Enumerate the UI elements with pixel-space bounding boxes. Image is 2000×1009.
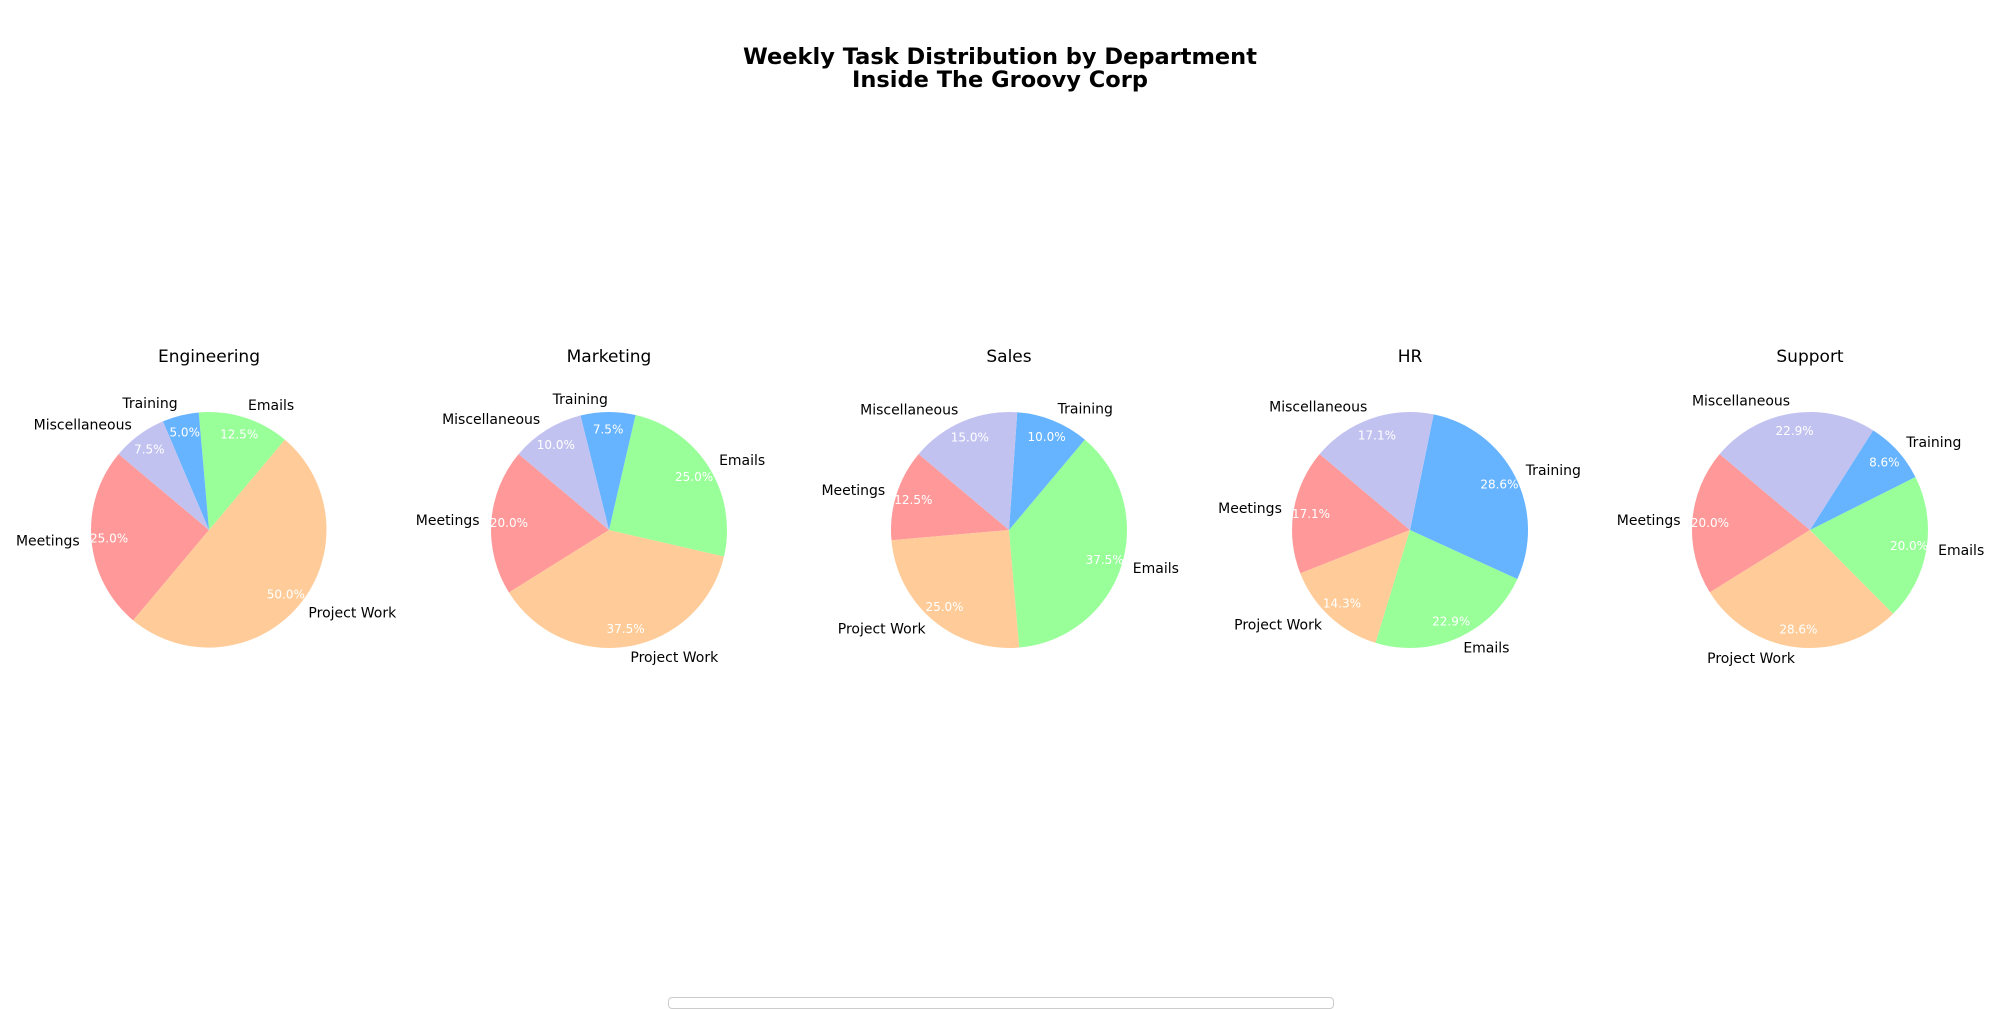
pie-title-support: Support [1776,347,1844,367]
slice-label-engineering-miscellaneous: Miscellaneous [34,418,132,434]
slice-hr-emails [1375,530,1518,649]
slice-pct-sales-training: 10.0% [1028,430,1066,444]
slice-pct-sales-project-work: 25.0% [925,600,963,614]
slice-hr-training [1410,414,1529,579]
slice-pct-marketing-miscellaneous: 10.0% [537,438,575,452]
slice-marketing-emails [609,415,728,557]
slice-label-sales-emails: Emails [1133,561,1179,577]
pie-title-engineering: Engineering [158,347,260,367]
slice-pct-engineering-emails: 12.5% [220,427,258,441]
legend-box [668,997,1334,1009]
slice-sales-miscellaneous [918,412,1018,530]
slice-hr-project-work [1300,530,1410,643]
slice-pct-hr-meetings: 17.1% [1292,507,1330,521]
slice-label-support-emails: Emails [1938,543,1984,559]
slice-label-support-miscellaneous: Miscellaneous [1692,394,1790,410]
slice-label-sales-training: Training [1057,402,1113,418]
pie-hr: HR 17.1% Meetings 14.3%Project Work 22.9% Ema… [1218,347,1581,656]
slice-pct-sales-emails: 37.5% [1086,553,1124,567]
slice-pct-engineering-training: 5.0% [169,426,200,440]
pie-marketing: Marketing 20.0% Meetings 37.5% Project Work 2… [416,347,765,666]
slice-support-miscellaneous [1719,412,1874,530]
slice-label-support-meetings: Meetings [1617,513,1681,529]
slice-pct-support-meetings: 20.0% [1691,516,1729,530]
slice-sales-project-work [891,530,1020,648]
slice-label-marketing-miscellaneous: Miscellaneous [442,412,540,428]
slice-support-emails [1810,476,1929,614]
slice-label-support-training: Training [1905,435,1961,451]
slice-label-support-project-work: Project Work [1707,651,1796,667]
slice-support-project-work [1709,530,1894,649]
slice-pct-support-training: 8.6% [1869,456,1900,470]
slice-marketing-training [580,412,636,530]
slice-label-hr-miscellaneous: Miscellaneous [1269,399,1367,415]
slice-support-meetings [1692,454,1810,593]
pie-engineering: Engineering 25.0% Meetings 50.0%Project Wor… [16,347,397,648]
pie-title-sales: Sales [986,347,1031,367]
slice-pct-sales-meetings: 12.5% [894,493,932,507]
chart-title-line2: Inside The Groovy Corp [852,67,1148,93]
slice-engineering-emails [198,412,285,530]
slice-label-marketing-project-work: Project Work [630,650,719,666]
slice-pct-marketing-meetings: 20.0% [490,516,528,530]
pie-support: Support 20.0% Meetings 28.6% Project Work 20.… [1617,347,1984,667]
chart-title: Weekly Task Distribution by Department I… [0,46,2000,92]
slice-pct-marketing-emails: 25.0% [675,470,713,484]
slice-pct-marketing-project-work: 37.5% [606,622,644,636]
slice-marketing-project-work [508,530,724,649]
chart-title-line1: Weekly Task Distribution by Department [743,44,1257,70]
slice-engineering-project-work [133,439,327,648]
slice-pct-hr-project-work: 14.3% [1323,597,1361,611]
slice-pct-marketing-training: 7.5% [593,423,624,437]
slice-sales-meetings [891,454,1009,541]
slice-marketing-meetings [491,454,609,593]
slice-label-marketing-meetings: Meetings [416,513,480,529]
slice-label-marketing-emails: Emails [719,453,765,469]
slice-pct-support-emails: 20.0% [1890,539,1928,553]
slice-marketing-miscellaneous [518,415,609,530]
slice-pct-hr-training: 28.6% [1480,478,1518,492]
slice-label-hr-training: Training [1525,463,1581,479]
slice-label-hr-meetings: Meetings [1218,501,1282,517]
slice-label-hr-project-work: Project Work [1234,617,1323,633]
slice-engineering-meetings [91,454,209,621]
slice-support-training [1810,430,1916,530]
slice-engineering-training [162,412,209,530]
slice-pct-engineering-miscellaneous: 7.5% [134,442,165,456]
slice-hr-meetings [1292,454,1410,574]
slice-pct-engineering-meetings: 25.0% [90,532,128,546]
slice-pct-hr-emails: 22.9% [1432,614,1470,628]
slice-label-engineering-emails: Emails [248,398,294,414]
slice-hr-miscellaneous [1319,411,1434,530]
slice-label-sales-meetings: Meetings [821,483,885,499]
slice-label-engineering-meetings: Meetings [16,533,80,549]
slice-sales-training [1009,412,1085,530]
slice-pct-sales-miscellaneous: 15.0% [951,431,989,445]
slice-label-hr-emails: Emails [1463,640,1509,656]
pie-sales: Sales 12.5% Meetings 25.0% Project Work 37.5%… [821,347,1179,648]
slice-pct-hr-miscellaneous: 17.1% [1358,428,1396,442]
slice-engineering-miscellaneous [118,421,209,530]
slice-sales-emails [1009,439,1127,648]
slice-label-engineering-project-work: Project Work [308,605,397,621]
slice-pct-support-project-work: 28.6% [1779,623,1817,637]
slice-pct-engineering-project-work: 50.0% [267,587,305,601]
slice-label-sales-project-work: Project Work [838,621,927,637]
slice-label-engineering-training: Training [121,396,177,412]
pie-title-marketing: Marketing [567,347,652,367]
pie-title-hr: HR [1398,347,1423,367]
slice-label-marketing-training: Training [552,392,608,408]
slice-pct-support-miscellaneous: 22.9% [1776,424,1814,438]
slice-label-sales-miscellaneous: Miscellaneous [860,403,958,419]
